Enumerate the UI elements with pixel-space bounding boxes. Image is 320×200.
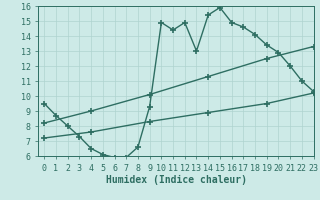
X-axis label: Humidex (Indice chaleur): Humidex (Indice chaleur) <box>106 175 246 185</box>
